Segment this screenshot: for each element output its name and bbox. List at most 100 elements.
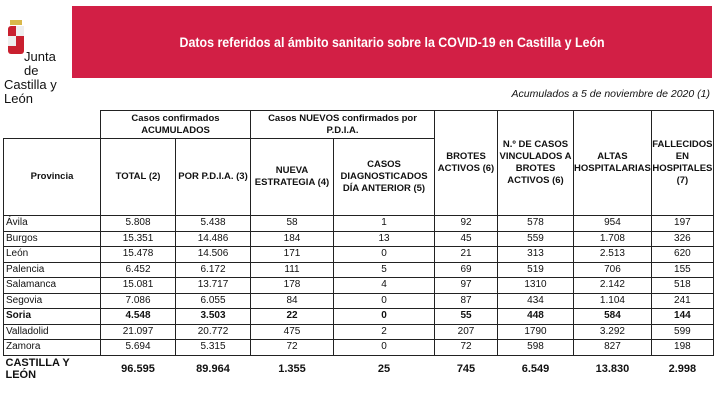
value-cell: 6.452 bbox=[100, 261, 176, 278]
total-row: CASTILLA Y LEÓN 96.595 89.964 1.355 25 745 6.5… bbox=[4, 355, 714, 382]
value-cell: 72 bbox=[434, 339, 498, 356]
value-cell: 171 bbox=[250, 246, 334, 263]
table-row: Valladolid 21.097 20.772 475 2 207 1790 3.292 59… bbox=[3, 323, 714, 340]
header-por-pdia: POR P.D.I.A. (3) bbox=[175, 138, 251, 216]
value-cell: 111 bbox=[250, 261, 334, 278]
value-cell: 518 bbox=[650, 277, 714, 294]
blank-header bbox=[4, 111, 101, 139]
header-altas: ALTAS HOSPITALARIAS bbox=[573, 110, 652, 216]
value-cell: 21.097 bbox=[100, 323, 176, 340]
value-cell: 519 bbox=[497, 261, 574, 278]
banner-title: Datos referidos al ámbito sanitario sobr… bbox=[179, 34, 605, 50]
table-row: Soria 4.548 3.503 22 0 55 448 584 144 bbox=[3, 308, 714, 325]
value-cell: 448 bbox=[497, 308, 574, 325]
value-cell: 1310 bbox=[497, 277, 574, 294]
value-cell: 0 bbox=[333, 292, 435, 309]
value-cell: 197 bbox=[650, 215, 714, 232]
date-note: Acumulados a 5 de noviembre de 2020 (1) bbox=[511, 88, 710, 100]
table-row: Segovia 7.086 6.055 84 0 87 434 1.104 241 bbox=[3, 292, 714, 309]
value-cell: 25 bbox=[377, 362, 391, 375]
value-cell: 14.506 bbox=[175, 246, 251, 263]
table-row: Salamanca 15.081 13.717 178 4 97 1310 2.142 518 bbox=[3, 277, 714, 294]
value-cell: 6.055 bbox=[175, 292, 251, 309]
value-cell: 89.964 bbox=[196, 362, 230, 375]
value-cell: 5.694 bbox=[100, 339, 176, 356]
value-cell: 97 bbox=[434, 277, 498, 294]
value-cell: 92 bbox=[434, 215, 498, 232]
value-cell: 20.772 bbox=[175, 323, 251, 340]
value-cell: 326 bbox=[650, 230, 714, 247]
province-cell: Valladolid bbox=[3, 323, 101, 340]
value-cell: 313 bbox=[497, 246, 574, 263]
table-row: Burgos 15.351 14.486 184 13 45 559 1.708 326 bbox=[3, 230, 714, 247]
header-brotes: BROTES ACTIVOS (6) bbox=[434, 110, 498, 216]
value-cell: 434 bbox=[497, 292, 574, 309]
value-cell: 584 bbox=[573, 308, 652, 325]
value-cell: 1.104 bbox=[573, 292, 652, 309]
value-cell: 14.486 bbox=[175, 230, 251, 247]
value-cell: 578 bbox=[497, 215, 574, 232]
value-cell: 620 bbox=[650, 246, 714, 263]
value-cell: 144 bbox=[650, 308, 714, 325]
value-cell: 6.172 bbox=[175, 261, 251, 278]
header-vinculados: N.º DE CASOS VINCULADOS A BROTES ACTIVOS… bbox=[497, 110, 574, 216]
value-cell: 1 bbox=[333, 215, 435, 232]
value-cell: 45 bbox=[434, 230, 498, 247]
value-cell: 207 bbox=[434, 323, 498, 340]
value-cell: 954 bbox=[573, 215, 652, 232]
header-nuevos: Casos NUEVOS confirmados por P.D.I.A. bbox=[250, 110, 435, 139]
value-cell: 559 bbox=[497, 230, 574, 247]
header-acumulados: Casos confirmados ACUMULADOS bbox=[100, 110, 251, 139]
value-cell: 155 bbox=[650, 261, 714, 278]
value-cell: 475 bbox=[250, 323, 334, 340]
value-cell: 21 bbox=[434, 246, 498, 263]
value-cell: 1.355 bbox=[278, 362, 306, 375]
value-cell: 72 bbox=[250, 339, 334, 356]
table-row: Zamora 5.694 5.315 72 0 72 598 827 198 bbox=[3, 339, 714, 356]
value-cell: 5.808 bbox=[100, 215, 176, 232]
value-cell: 15.351 bbox=[100, 230, 176, 247]
value-cell: 87 bbox=[434, 292, 498, 309]
value-cell: 706 bbox=[573, 261, 652, 278]
value-cell: 2.142 bbox=[573, 277, 652, 294]
value-cell: 1790 bbox=[497, 323, 574, 340]
junta-logo: Junta de Castilla y León bbox=[2, 8, 70, 106]
value-cell: 5 bbox=[333, 261, 435, 278]
value-cell: 15.478 bbox=[100, 246, 176, 263]
province-cell: Soria bbox=[3, 308, 101, 325]
value-cell: 2.998 bbox=[668, 362, 697, 375]
value-cell: 13.717 bbox=[175, 277, 251, 294]
province-cell: Burgos bbox=[3, 230, 101, 247]
value-cell: 5.438 bbox=[175, 215, 251, 232]
value-cell: 1.708 bbox=[573, 230, 652, 247]
value-cell: 241 bbox=[650, 292, 714, 309]
value-cell: 178 bbox=[250, 277, 334, 294]
value-cell: 2.513 bbox=[573, 246, 652, 263]
province-cell: Zamora bbox=[3, 339, 101, 356]
value-cell: 69 bbox=[434, 261, 498, 278]
value-cell: 198 bbox=[650, 339, 714, 356]
header-dia-anterior: CASOS DIAGNOSTICADOS DÍA ANTERIOR (5) bbox=[333, 138, 435, 216]
province-cell: Ávila bbox=[3, 215, 101, 232]
value-cell: 13 bbox=[333, 230, 435, 247]
province-cell: Palencia bbox=[3, 261, 101, 278]
table-row: Ávila 5.808 5.438 58 1 92 578 954 197 bbox=[3, 215, 714, 232]
province-cell: Segovia bbox=[3, 292, 101, 309]
value-cell: 3.503 bbox=[175, 308, 251, 325]
province-cell: CASTILLA Y LEÓN bbox=[5, 356, 70, 381]
value-cell: 55 bbox=[434, 308, 498, 325]
coat-of-arms-icon bbox=[8, 20, 24, 54]
value-cell: 5.315 bbox=[175, 339, 251, 356]
value-cell: 2 bbox=[333, 323, 435, 340]
value-cell: 58 bbox=[250, 215, 334, 232]
logo-line2: Castilla y León bbox=[4, 77, 57, 106]
value-cell: 827 bbox=[573, 339, 652, 356]
value-cell: 7.086 bbox=[100, 292, 176, 309]
header-fallecidos: FALLECIDOS EN HOSPITALES (7) bbox=[650, 110, 714, 216]
value-cell: 0 bbox=[333, 339, 435, 356]
value-cell: 184 bbox=[250, 230, 334, 247]
province-cell: León bbox=[3, 246, 101, 263]
value-cell: 599 bbox=[650, 323, 714, 340]
value-cell: 15.081 bbox=[100, 277, 176, 294]
province-cell: Salamanca bbox=[3, 277, 101, 294]
